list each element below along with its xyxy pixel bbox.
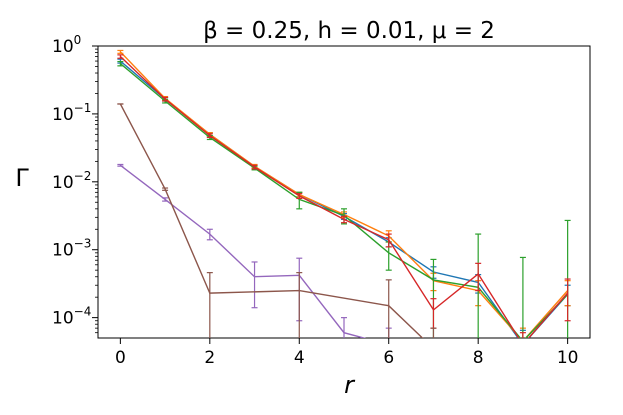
y-tick-exponent: −4 <box>74 305 92 319</box>
y-tick-exponent: 0 <box>74 33 82 47</box>
series-line <box>119 55 569 338</box>
series-3 <box>117 54 571 338</box>
y-tick-label: 10−4 <box>52 305 91 329</box>
x-tick-label: 8 <box>473 348 484 368</box>
series-line <box>119 60 569 338</box>
x-tick-label: 2 <box>204 348 215 368</box>
series-line <box>119 103 424 338</box>
x-axis-label: r <box>344 371 356 399</box>
x-tick-label: 4 <box>294 348 305 368</box>
y-axis-label: Γ <box>15 164 29 192</box>
y-tick-label: 100 <box>52 33 81 57</box>
series-line <box>119 63 569 338</box>
y-tick-exponent: −1 <box>74 101 92 115</box>
series-line <box>119 164 367 338</box>
chart-title: β = 0.25, h = 0.01, μ = 2 <box>203 18 495 44</box>
y-tick-mantissa: 10 <box>52 105 74 125</box>
series-5 <box>117 103 437 338</box>
series-layer <box>117 49 571 338</box>
y-tick-mantissa: 10 <box>52 241 74 261</box>
x-axis: 0 2 4 6 8 10 <box>115 338 579 368</box>
y-tick-mantissa: 10 <box>52 173 74 193</box>
series-4 <box>117 163 392 338</box>
y-tick-exponent: −2 <box>74 169 92 183</box>
x-tick-label: 10 <box>557 348 579 368</box>
y-tick-label: 10−1 <box>52 101 91 125</box>
x-tick-label: 0 <box>115 348 126 368</box>
y-tick-label: 10−2 <box>52 169 91 193</box>
x-tick-label: 6 <box>383 348 394 368</box>
y-tick-exponent: −3 <box>74 237 92 251</box>
y-tick-mantissa: 10 <box>52 37 74 57</box>
y-tick-mantissa: 10 <box>52 309 74 329</box>
plot-area <box>97 45 591 339</box>
y-tick-label: 10−3 <box>52 237 91 261</box>
